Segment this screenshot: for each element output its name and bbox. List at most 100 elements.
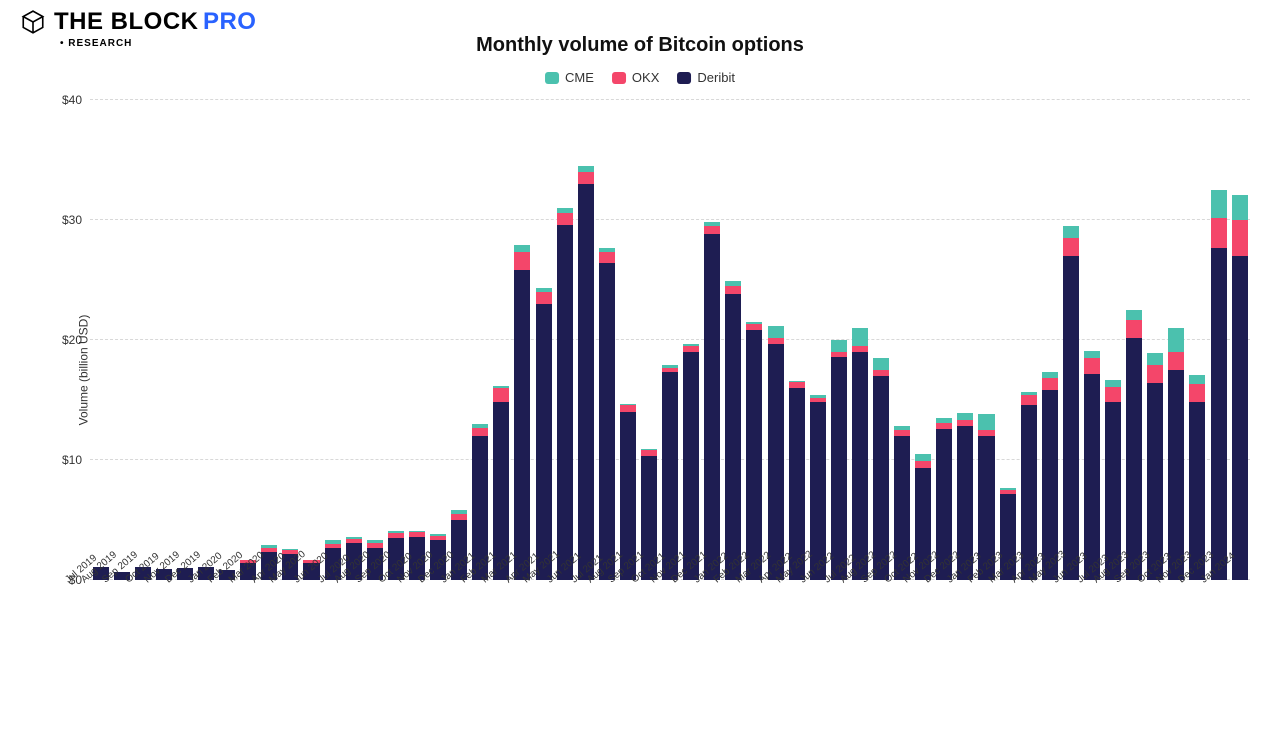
bar-segment-okx <box>557 213 573 225</box>
brand-subline: RESEARCH <box>60 38 256 49</box>
bar-segment-okx <box>578 172 594 184</box>
bar-segment-deribit <box>514 270 530 580</box>
bar-segment-okx <box>1147 365 1163 383</box>
bar-stack <box>1105 380 1121 580</box>
bar-stack <box>852 328 868 580</box>
bar-slot: Jun 2022 <box>828 100 849 580</box>
bar-stack <box>746 322 762 580</box>
bar-slot: Oct 2019 <box>153 100 174 580</box>
bar-segment-cme <box>1063 226 1079 238</box>
bar-stack <box>1084 351 1100 580</box>
bar-slot: Mar 2022 <box>765 100 786 580</box>
bar-slot: Sep 2021 <box>638 100 659 580</box>
bar-slot: Feb 2020 <box>238 100 259 580</box>
bar-segment-deribit <box>768 344 784 580</box>
bar-slot: Jul 2019 <box>90 100 111 580</box>
bar-slot: May 2021 <box>554 100 575 580</box>
bar-segment-deribit <box>1147 383 1163 580</box>
legend-item-deribit: Deribit <box>677 70 735 85</box>
bar-segment-deribit <box>1211 248 1227 580</box>
legend-item-okx: OKX <box>612 70 659 85</box>
bar-segment-deribit <box>852 352 868 580</box>
bar-segment-deribit <box>599 263 615 580</box>
bar-slot: Jul 2020 <box>343 100 364 580</box>
bar-segment-cme <box>1105 380 1121 387</box>
brand-logo-icon <box>20 9 46 35</box>
bar-segment-deribit <box>662 372 678 580</box>
bar-slot: Dec 2023 <box>1208 100 1229 580</box>
bar-slot: Apr 2023 <box>1039 100 1060 580</box>
bar-segment-cme <box>768 326 784 338</box>
bar-slot: Jan 2023 <box>976 100 997 580</box>
bar-stack <box>1211 190 1227 580</box>
bar-slot: Sep 2023 <box>1145 100 1166 580</box>
legend-item-cme: CME <box>545 70 594 85</box>
y-tick-label: $30 <box>62 213 82 227</box>
bar-stack <box>1126 310 1142 580</box>
bar-segment-deribit <box>1126 338 1142 580</box>
bar-slot: Jul 2021 <box>596 100 617 580</box>
bar-segment-deribit <box>789 388 805 580</box>
bar-stack <box>1021 392 1037 580</box>
legend-swatch-icon <box>612 72 626 84</box>
bar-slot: Apr 2022 <box>786 100 807 580</box>
bar-stack <box>514 245 530 580</box>
bar-slot: Mar 2021 <box>512 100 533 580</box>
bar-segment-deribit <box>831 357 847 580</box>
brand-block: THE BLOCK PRO RESEARCH <box>20 8 256 49</box>
bar-slot: Mar 2020 <box>259 100 280 580</box>
bar-stack <box>789 381 805 580</box>
bar-stack <box>1168 328 1184 580</box>
bar-segment-cme <box>1232 195 1248 220</box>
bar-slot: Dec 2022 <box>955 100 976 580</box>
bar-slot: Jan 2022 <box>723 100 744 580</box>
bar-slot: Oct 2021 <box>660 100 681 580</box>
bar-stack <box>1147 353 1163 580</box>
y-axis-label: Volume (billion USD) <box>76 315 90 426</box>
bar-segment-okx <box>704 226 720 234</box>
legend-swatch-icon <box>545 72 559 84</box>
bar-slot: Jan 2020 <box>217 100 238 580</box>
bar-slot: Jul 2022 <box>849 100 870 580</box>
bar-segment-deribit <box>683 352 699 580</box>
bar-segment-okx <box>1189 384 1205 402</box>
y-tick-label: $20 <box>62 333 82 347</box>
bar-segment-cme <box>1147 353 1163 365</box>
bar-segment-cme <box>1168 328 1184 352</box>
bar-slot: Jun 2020 <box>322 100 343 580</box>
legend-label: CME <box>565 70 594 85</box>
bar-slot: Nov 2023 <box>1187 100 1208 580</box>
bar-slot: Nov 2021 <box>681 100 702 580</box>
bar-stack <box>662 365 678 580</box>
bar-slot: Sep 2022 <box>892 100 913 580</box>
legend-label: Deribit <box>697 70 735 85</box>
bar-segment-deribit <box>704 234 720 580</box>
bar-slot: Apr 2020 <box>280 100 301 580</box>
bar-segment-okx <box>1105 387 1121 403</box>
bar-segment-okx <box>1042 378 1058 390</box>
bar-segment-cme <box>1084 351 1100 358</box>
bar-stack <box>831 340 847 580</box>
bar-segment-okx <box>725 286 741 294</box>
bar-segment-cme <box>831 340 847 352</box>
bar-slot: May 2023 <box>1060 100 1081 580</box>
y-tick-label: $10 <box>62 453 82 467</box>
bar-segment-deribit <box>1063 256 1079 580</box>
bar-slot: Aug 2021 <box>617 100 638 580</box>
bar-slot: Aug 2020 <box>364 100 385 580</box>
bar-segment-cme <box>957 413 973 420</box>
bar-slot: Dec 2019 <box>195 100 216 580</box>
bar-slot: Aug 2022 <box>870 100 891 580</box>
chart-area: Volume (billion USD) $0$10$20$30$40 Jul … <box>90 100 1250 640</box>
bar-segment-cme <box>873 358 889 370</box>
bar-slot: Jan 2024 <box>1229 100 1250 580</box>
bar-segment-okx <box>1211 218 1227 248</box>
bar-stack <box>557 208 573 580</box>
bar-stack <box>683 344 699 580</box>
bar-segment-okx <box>620 405 636 412</box>
bar-slot: Aug 2023 <box>1124 100 1145 580</box>
bar-segment-deribit <box>1084 374 1100 580</box>
bar-slot: May 2022 <box>807 100 828 580</box>
bar-stack <box>599 248 615 580</box>
bar-slot: Feb 2023 <box>997 100 1018 580</box>
